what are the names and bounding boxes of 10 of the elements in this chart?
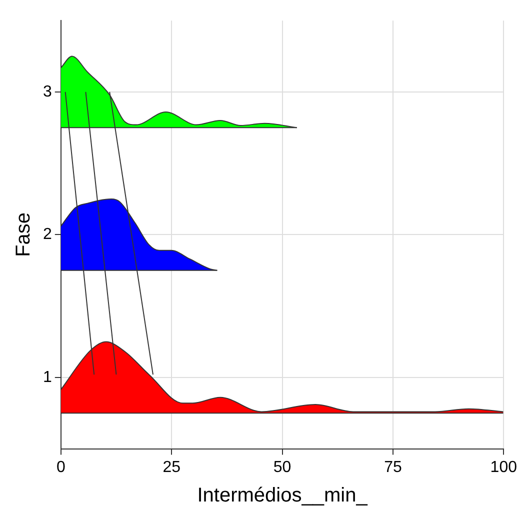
x-tick-label: 50 [273, 458, 292, 476]
x-tick-label: 25 [162, 458, 181, 476]
x-tick-label: 0 [56, 458, 66, 476]
x-tick-label: 100 [490, 458, 518, 476]
y-axis-title: Fase [12, 212, 35, 257]
y-tick-label: 3 [42, 83, 52, 100]
y-tick-label: 1 [42, 368, 52, 386]
y-tick-label: 2 [42, 226, 52, 244]
x-tick-label: 75 [384, 458, 402, 476]
x-axis-title: Intermédios__min_ [197, 484, 368, 507]
